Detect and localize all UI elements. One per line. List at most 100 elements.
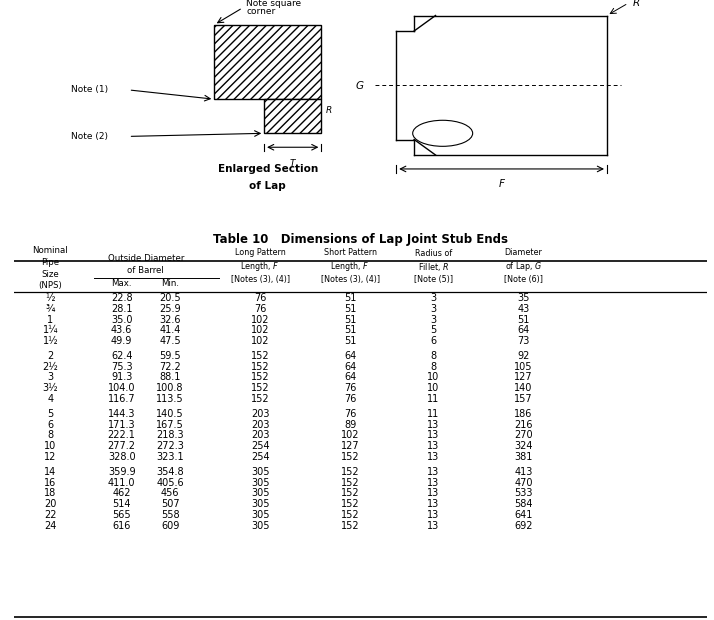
Text: 152: 152 xyxy=(341,489,359,498)
Text: 51: 51 xyxy=(344,336,356,346)
Text: Outside Diameter
of Barrel: Outside Diameter of Barrel xyxy=(108,254,184,275)
Text: 616: 616 xyxy=(112,521,131,531)
Text: 51: 51 xyxy=(344,304,356,314)
Text: 64: 64 xyxy=(517,326,530,335)
Text: 277.2: 277.2 xyxy=(108,441,136,451)
Text: 13: 13 xyxy=(427,467,439,477)
Text: 18: 18 xyxy=(44,489,56,498)
Text: 43.6: 43.6 xyxy=(111,326,132,335)
Text: 152: 152 xyxy=(341,477,359,488)
Text: 13: 13 xyxy=(427,521,439,531)
Text: 127: 127 xyxy=(341,441,359,451)
Text: 305: 305 xyxy=(251,510,269,520)
Text: 218.3: 218.3 xyxy=(156,430,184,440)
Text: 22.8: 22.8 xyxy=(111,293,132,303)
Text: $R$: $R$ xyxy=(632,0,640,7)
Text: 152: 152 xyxy=(341,510,359,520)
Text: 144.3: 144.3 xyxy=(108,409,136,419)
Text: 88.1: 88.1 xyxy=(159,373,181,383)
Text: Enlarged Section: Enlarged Section xyxy=(218,164,318,174)
Text: 152: 152 xyxy=(341,467,359,477)
Text: 47.5: 47.5 xyxy=(159,336,181,346)
Text: 6: 6 xyxy=(431,336,436,346)
Text: Note square: Note square xyxy=(246,0,301,8)
Text: 254: 254 xyxy=(251,441,269,451)
Text: 59.5: 59.5 xyxy=(159,351,181,361)
Text: 76: 76 xyxy=(254,304,266,314)
Text: 102: 102 xyxy=(341,430,359,440)
Text: 8: 8 xyxy=(47,430,54,440)
Text: 140.5: 140.5 xyxy=(156,409,184,419)
Text: 305: 305 xyxy=(251,499,269,509)
Text: 609: 609 xyxy=(161,521,179,531)
Text: 558: 558 xyxy=(161,510,179,520)
Text: 43: 43 xyxy=(517,304,530,314)
Text: 13: 13 xyxy=(427,477,439,488)
Text: 3: 3 xyxy=(431,293,436,303)
Text: 76: 76 xyxy=(254,293,266,303)
Text: 11: 11 xyxy=(427,394,439,404)
Text: 305: 305 xyxy=(251,467,269,477)
Text: 73: 73 xyxy=(517,336,530,346)
Text: 20.5: 20.5 xyxy=(159,293,181,303)
Text: 116.7: 116.7 xyxy=(108,394,136,404)
Text: 324: 324 xyxy=(514,441,533,451)
Text: 25.9: 25.9 xyxy=(159,304,181,314)
Text: 76: 76 xyxy=(344,394,356,404)
Text: 692: 692 xyxy=(514,521,533,531)
Text: Min.: Min. xyxy=(161,279,179,288)
Text: 5: 5 xyxy=(47,409,54,419)
Text: Nominal
Pipe
Size
(NPS): Nominal Pipe Size (NPS) xyxy=(32,246,68,290)
Text: 102: 102 xyxy=(251,314,269,324)
Text: 64: 64 xyxy=(344,373,356,383)
Polygon shape xyxy=(214,25,321,99)
Text: 270: 270 xyxy=(514,430,533,440)
Text: 152: 152 xyxy=(251,373,269,383)
Text: 76: 76 xyxy=(344,383,356,393)
Text: 272.3: 272.3 xyxy=(156,441,184,451)
Text: 8: 8 xyxy=(431,351,436,361)
Text: 16: 16 xyxy=(44,477,56,488)
Text: 533: 533 xyxy=(514,489,533,498)
Text: 12: 12 xyxy=(44,452,56,462)
Text: $T$: $T$ xyxy=(288,157,297,167)
Text: 152: 152 xyxy=(341,452,359,462)
Text: 3: 3 xyxy=(47,373,54,383)
Text: 8: 8 xyxy=(431,362,436,372)
Text: 152: 152 xyxy=(251,362,269,372)
Text: 305: 305 xyxy=(251,477,269,488)
Text: 62.4: 62.4 xyxy=(111,351,132,361)
Text: 203: 203 xyxy=(251,409,269,419)
Text: 152: 152 xyxy=(341,521,359,531)
Text: Long Pattern
Length, $F$
[Notes (3), (4)]: Long Pattern Length, $F$ [Notes (3), (4)… xyxy=(231,249,290,284)
Text: 64: 64 xyxy=(344,362,356,372)
Text: 216: 216 xyxy=(514,420,533,430)
Text: 405.6: 405.6 xyxy=(156,477,184,488)
Text: 254: 254 xyxy=(251,452,269,462)
Text: 13: 13 xyxy=(427,452,439,462)
Text: 507: 507 xyxy=(161,499,179,509)
Text: 152: 152 xyxy=(251,394,269,404)
Text: 11: 11 xyxy=(427,409,439,419)
Text: 381: 381 xyxy=(514,452,533,462)
Text: 1¼: 1¼ xyxy=(42,326,58,335)
Text: 3½: 3½ xyxy=(42,383,58,393)
Text: 565: 565 xyxy=(112,510,131,520)
Text: Max.: Max. xyxy=(111,279,132,288)
Text: 92: 92 xyxy=(517,351,530,361)
Text: 10: 10 xyxy=(44,441,56,451)
Text: 157: 157 xyxy=(514,394,533,404)
Text: 102: 102 xyxy=(251,326,269,335)
Text: 470: 470 xyxy=(514,477,533,488)
Text: 13: 13 xyxy=(427,489,439,498)
Text: 13: 13 xyxy=(427,499,439,509)
Text: 328.0: 328.0 xyxy=(108,452,136,462)
Text: 413: 413 xyxy=(514,467,533,477)
Text: Diameter
of Lap, $G$
[Note (6)]: Diameter of Lap, $G$ [Note (6)] xyxy=(504,249,543,284)
Text: 323.1: 323.1 xyxy=(156,452,184,462)
Text: 305: 305 xyxy=(251,521,269,531)
Text: 462: 462 xyxy=(112,489,131,498)
Text: 75.3: 75.3 xyxy=(111,362,132,372)
Text: 35.0: 35.0 xyxy=(111,314,132,324)
Text: 167.5: 167.5 xyxy=(156,420,184,430)
